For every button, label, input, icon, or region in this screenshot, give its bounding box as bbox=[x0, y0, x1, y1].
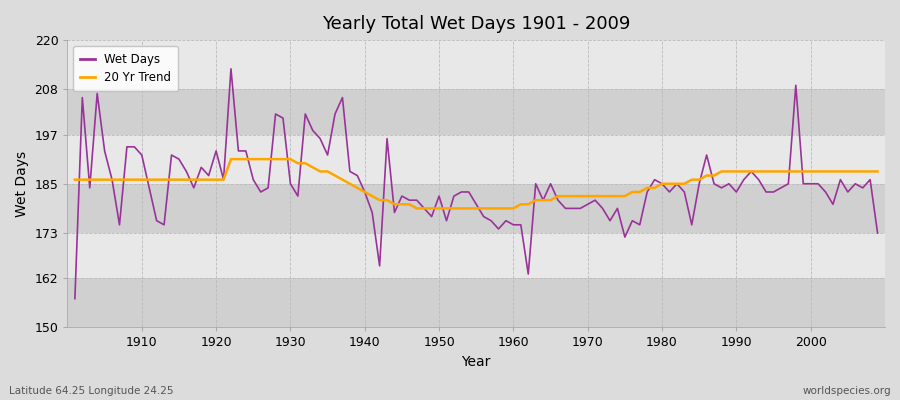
Wet Days bbox=[605, 218, 616, 223]
20 Yr Trend bbox=[226, 157, 237, 162]
Wet Days bbox=[872, 231, 883, 236]
Wet Days bbox=[345, 169, 356, 174]
20 Yr Trend bbox=[516, 202, 526, 207]
Wet Days bbox=[300, 112, 310, 116]
Wet Days bbox=[69, 296, 80, 301]
Y-axis label: Wet Days: Wet Days bbox=[15, 151, 29, 217]
Wet Days bbox=[508, 222, 518, 227]
Wet Days bbox=[129, 144, 140, 149]
Text: Latitude 64.25 Longitude 24.25: Latitude 64.25 Longitude 24.25 bbox=[9, 386, 174, 396]
Line: 20 Yr Trend: 20 Yr Trend bbox=[75, 159, 878, 208]
20 Yr Trend bbox=[612, 194, 623, 198]
20 Yr Trend bbox=[300, 161, 310, 166]
Bar bbox=[68, 40, 885, 89]
20 Yr Trend bbox=[411, 206, 422, 211]
Line: Wet Days: Wet Days bbox=[75, 69, 878, 299]
Legend: Wet Days, 20 Yr Trend: Wet Days, 20 Yr Trend bbox=[74, 46, 178, 91]
20 Yr Trend bbox=[129, 177, 140, 182]
X-axis label: Year: Year bbox=[462, 355, 490, 369]
Wet Days bbox=[226, 66, 237, 71]
Bar bbox=[68, 233, 885, 278]
Text: worldspecies.org: worldspecies.org bbox=[803, 386, 891, 396]
Bar bbox=[68, 89, 885, 134]
Bar bbox=[68, 184, 885, 233]
Bar bbox=[68, 134, 885, 184]
Wet Days bbox=[516, 222, 526, 227]
20 Yr Trend bbox=[69, 177, 80, 182]
Title: Yearly Total Wet Days 1901 - 2009: Yearly Total Wet Days 1901 - 2009 bbox=[322, 15, 630, 33]
20 Yr Trend bbox=[872, 169, 883, 174]
Bar bbox=[68, 278, 885, 328]
20 Yr Trend bbox=[345, 181, 356, 186]
20 Yr Trend bbox=[523, 202, 534, 207]
